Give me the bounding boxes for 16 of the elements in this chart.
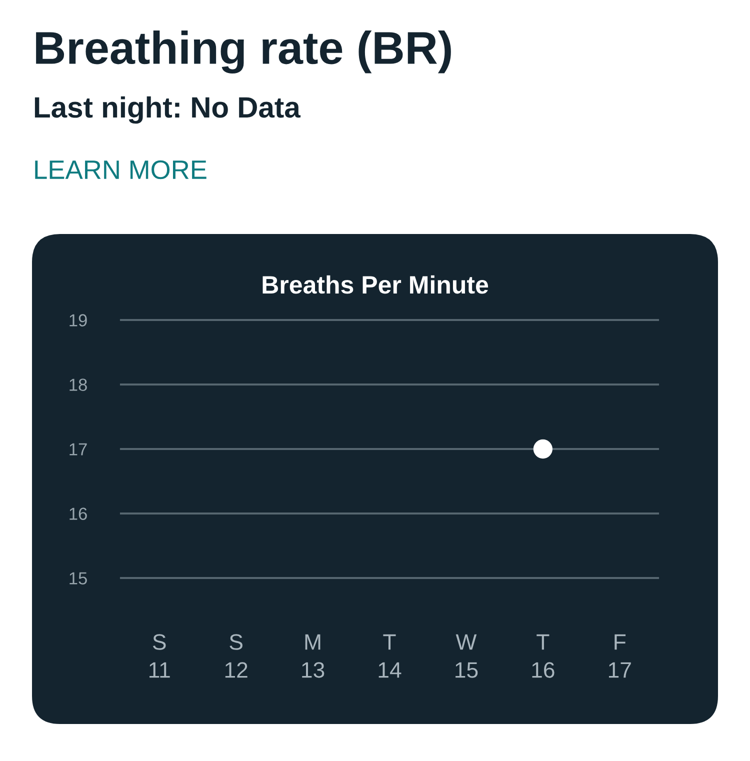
chart-title: Breathing rate (BR) — [36, 30, 451, 74]
chart-subtitle: Last night: No Data — [34, 96, 301, 124]
y-tick-label: 17 — [70, 443, 87, 456]
x-tick-label: T 16 — [532, 634, 554, 678]
y-tick-label: 16 — [70, 508, 87, 520]
x-tick-label: M 13 — [302, 634, 324, 678]
x-tick-label: W 15 — [456, 634, 478, 678]
x-tick-label: S 12 — [225, 634, 248, 678]
y-tick-label: 19 — [70, 314, 87, 326]
x-tick-label: S 11 — [150, 634, 170, 678]
y-axis-title: Breaths Per Minute — [262, 275, 488, 294]
y-tick-label: 18 — [70, 378, 87, 391]
x-tick-label: F 17 — [608, 634, 631, 678]
y-tick-label: 15 — [70, 572, 87, 584]
x-tick-label: T 14 — [378, 634, 402, 678]
text: LEARN MORE — [35, 160, 206, 180]
